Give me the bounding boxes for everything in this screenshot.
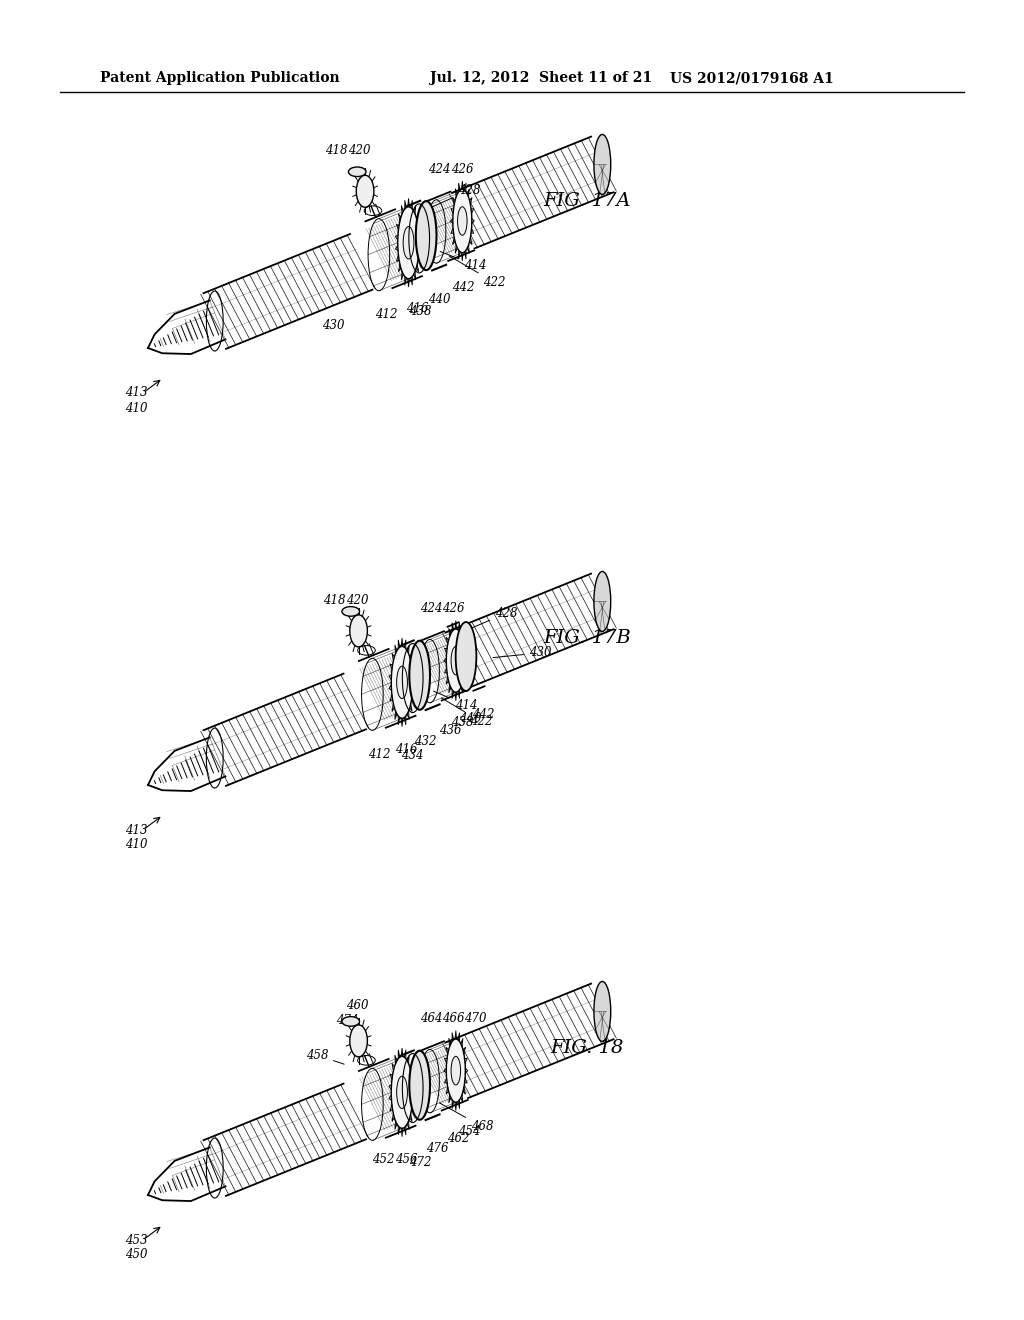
Text: 412: 412 <box>369 747 391 760</box>
Ellipse shape <box>403 227 414 259</box>
Ellipse shape <box>348 168 366 177</box>
Text: 422: 422 <box>441 698 493 729</box>
Text: 416: 416 <box>407 302 428 315</box>
Ellipse shape <box>416 201 436 271</box>
Text: 432: 432 <box>414 735 436 748</box>
Text: US 2012/0179168 A1: US 2012/0179168 A1 <box>670 71 834 84</box>
Ellipse shape <box>410 1051 430 1119</box>
Text: 456: 456 <box>395 1154 417 1166</box>
Text: 420: 420 <box>346 594 369 607</box>
Text: 410: 410 <box>125 838 147 851</box>
Text: 462: 462 <box>447 1131 470 1144</box>
Ellipse shape <box>594 572 610 631</box>
Text: 414: 414 <box>433 692 477 711</box>
Text: 442: 442 <box>453 281 475 294</box>
Ellipse shape <box>453 189 472 252</box>
Ellipse shape <box>594 982 610 1041</box>
Text: 466: 466 <box>441 1012 464 1026</box>
Text: 430: 430 <box>494 647 552 660</box>
Text: 440: 440 <box>460 713 482 725</box>
Text: Jul. 12, 2012  Sheet 11 of 21: Jul. 12, 2012 Sheet 11 of 21 <box>430 71 652 84</box>
Text: 412: 412 <box>375 308 397 321</box>
Text: 430: 430 <box>322 318 344 331</box>
Text: 426: 426 <box>452 162 474 176</box>
Text: 422: 422 <box>450 256 506 289</box>
Text: 454: 454 <box>458 1125 480 1138</box>
Text: Patent Application Publication: Patent Application Publication <box>100 71 340 84</box>
Ellipse shape <box>356 176 374 207</box>
Ellipse shape <box>396 1076 408 1109</box>
Ellipse shape <box>391 647 413 718</box>
Text: FIG. 17A: FIG. 17A <box>544 191 631 210</box>
Text: 452: 452 <box>372 1154 394 1167</box>
Text: 460: 460 <box>346 999 369 1011</box>
Text: 413: 413 <box>125 824 147 837</box>
Text: 426: 426 <box>441 602 464 615</box>
Text: 428: 428 <box>467 607 518 630</box>
Ellipse shape <box>452 1056 461 1085</box>
Text: 472: 472 <box>409 1156 431 1170</box>
Text: 436: 436 <box>438 725 461 738</box>
Ellipse shape <box>594 135 610 194</box>
Ellipse shape <box>342 1016 359 1026</box>
Ellipse shape <box>350 1024 368 1057</box>
Text: 428: 428 <box>427 183 481 209</box>
Text: 453: 453 <box>125 1233 147 1246</box>
Text: 416: 416 <box>395 743 417 756</box>
Text: 470: 470 <box>464 1012 486 1026</box>
Text: 418: 418 <box>326 144 348 157</box>
Text: 474: 474 <box>336 1014 358 1027</box>
Text: 410: 410 <box>125 401 147 414</box>
Text: 424: 424 <box>428 162 451 176</box>
Text: 464: 464 <box>420 1012 442 1026</box>
Text: 420: 420 <box>348 144 371 157</box>
Ellipse shape <box>397 207 420 279</box>
Ellipse shape <box>391 1056 413 1129</box>
Text: 424: 424 <box>420 602 442 615</box>
Ellipse shape <box>396 667 408 698</box>
Text: 418: 418 <box>323 594 345 607</box>
Ellipse shape <box>350 615 368 647</box>
Ellipse shape <box>452 647 461 675</box>
Text: 413: 413 <box>125 387 147 400</box>
Text: 438: 438 <box>451 715 473 729</box>
Text: 438: 438 <box>409 305 431 318</box>
Text: 468: 468 <box>439 1104 494 1133</box>
Text: 440: 440 <box>428 293 451 306</box>
Text: 434: 434 <box>401 748 424 762</box>
Text: 414: 414 <box>440 251 486 272</box>
Ellipse shape <box>446 628 465 692</box>
Ellipse shape <box>342 607 359 616</box>
Text: 442: 442 <box>472 709 494 722</box>
Text: FIG. 18: FIG. 18 <box>551 1039 624 1057</box>
Text: 450: 450 <box>125 1249 147 1262</box>
Ellipse shape <box>456 622 476 690</box>
Text: 458: 458 <box>305 1048 344 1064</box>
Ellipse shape <box>446 1039 465 1102</box>
Text: FIG. 17B: FIG. 17B <box>544 628 631 647</box>
Ellipse shape <box>458 207 467 235</box>
Text: 476: 476 <box>426 1142 449 1155</box>
Ellipse shape <box>410 640 430 710</box>
